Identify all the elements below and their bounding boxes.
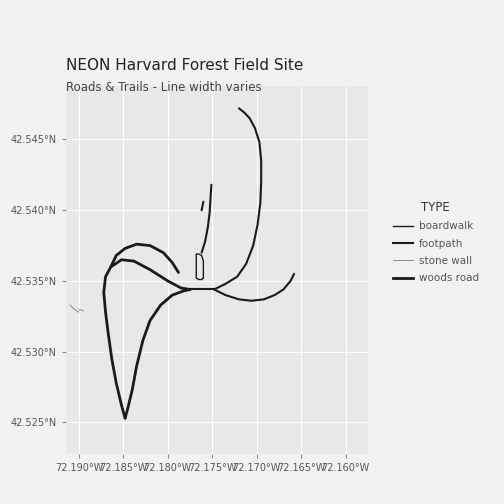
Text: NEON Harvard Forest Field Site: NEON Harvard Forest Field Site bbox=[66, 58, 303, 73]
Legend: boardwalk, footpath, stone wall, woods road: boardwalk, footpath, stone wall, woods r… bbox=[385, 194, 486, 291]
Text: Roads & Trails - Line width varies: Roads & Trails - Line width varies bbox=[66, 81, 261, 94]
